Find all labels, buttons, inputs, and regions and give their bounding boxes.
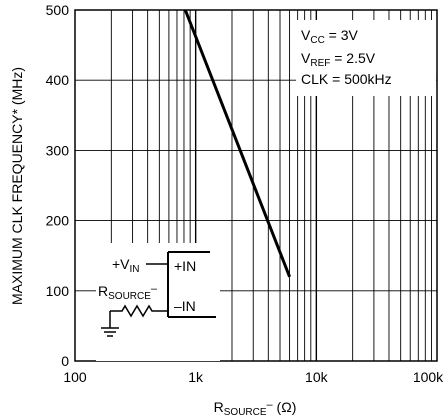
y-tick-label: 200 xyxy=(46,213,70,229)
y-tick-labels: 0 100 200 300 400 500 xyxy=(46,2,70,369)
x-tick-label: 10k xyxy=(305,369,329,385)
input-circuit-inset: +VIN +IN RSOURCE– –IN xyxy=(96,243,220,361)
series-line xyxy=(183,9,291,278)
x-tick-label: 1k xyxy=(188,369,204,385)
x-axis-label-unit: (Ω) xyxy=(273,399,297,415)
condition-clk: CLK = 500kHz xyxy=(301,71,392,87)
inset-minus-label: –IN xyxy=(174,298,196,314)
y-axis-label: MAXIMUM CLK FREQUENCY* (MHz) xyxy=(9,67,25,305)
inset-vin-label: +VIN xyxy=(112,256,140,275)
x-tick-label: 100k xyxy=(413,369,443,385)
y-tick-label: 500 xyxy=(46,2,70,18)
x-axis-label-main: R xyxy=(214,399,224,415)
condition-vref: VREF = 2.5V xyxy=(301,50,376,69)
inset-plus-label: +IN xyxy=(174,258,196,274)
grid-lines xyxy=(75,10,437,361)
x-axis-label-sub: SOURCE xyxy=(224,407,267,418)
x-axis-label-sup: – xyxy=(267,399,274,411)
y-tick-label: 300 xyxy=(46,142,70,158)
conditions-box xyxy=(296,20,436,96)
y-tick-label: 0 xyxy=(61,353,69,369)
inset-rsource-label: RSOURCE– xyxy=(98,283,158,302)
inset-background xyxy=(96,243,220,361)
x-tick-labels: 100 1k 10k 100k xyxy=(63,369,443,385)
x-tick-label: 100 xyxy=(63,369,87,385)
y-tick-label: 100 xyxy=(46,283,70,299)
plot-frame xyxy=(74,9,438,362)
x-axis-label: RSOURCE– (Ω) xyxy=(214,399,297,418)
y-tick-label: 400 xyxy=(46,72,70,88)
inset-resistor xyxy=(110,304,168,318)
condition-vcc: VCC = 3V xyxy=(301,27,359,46)
